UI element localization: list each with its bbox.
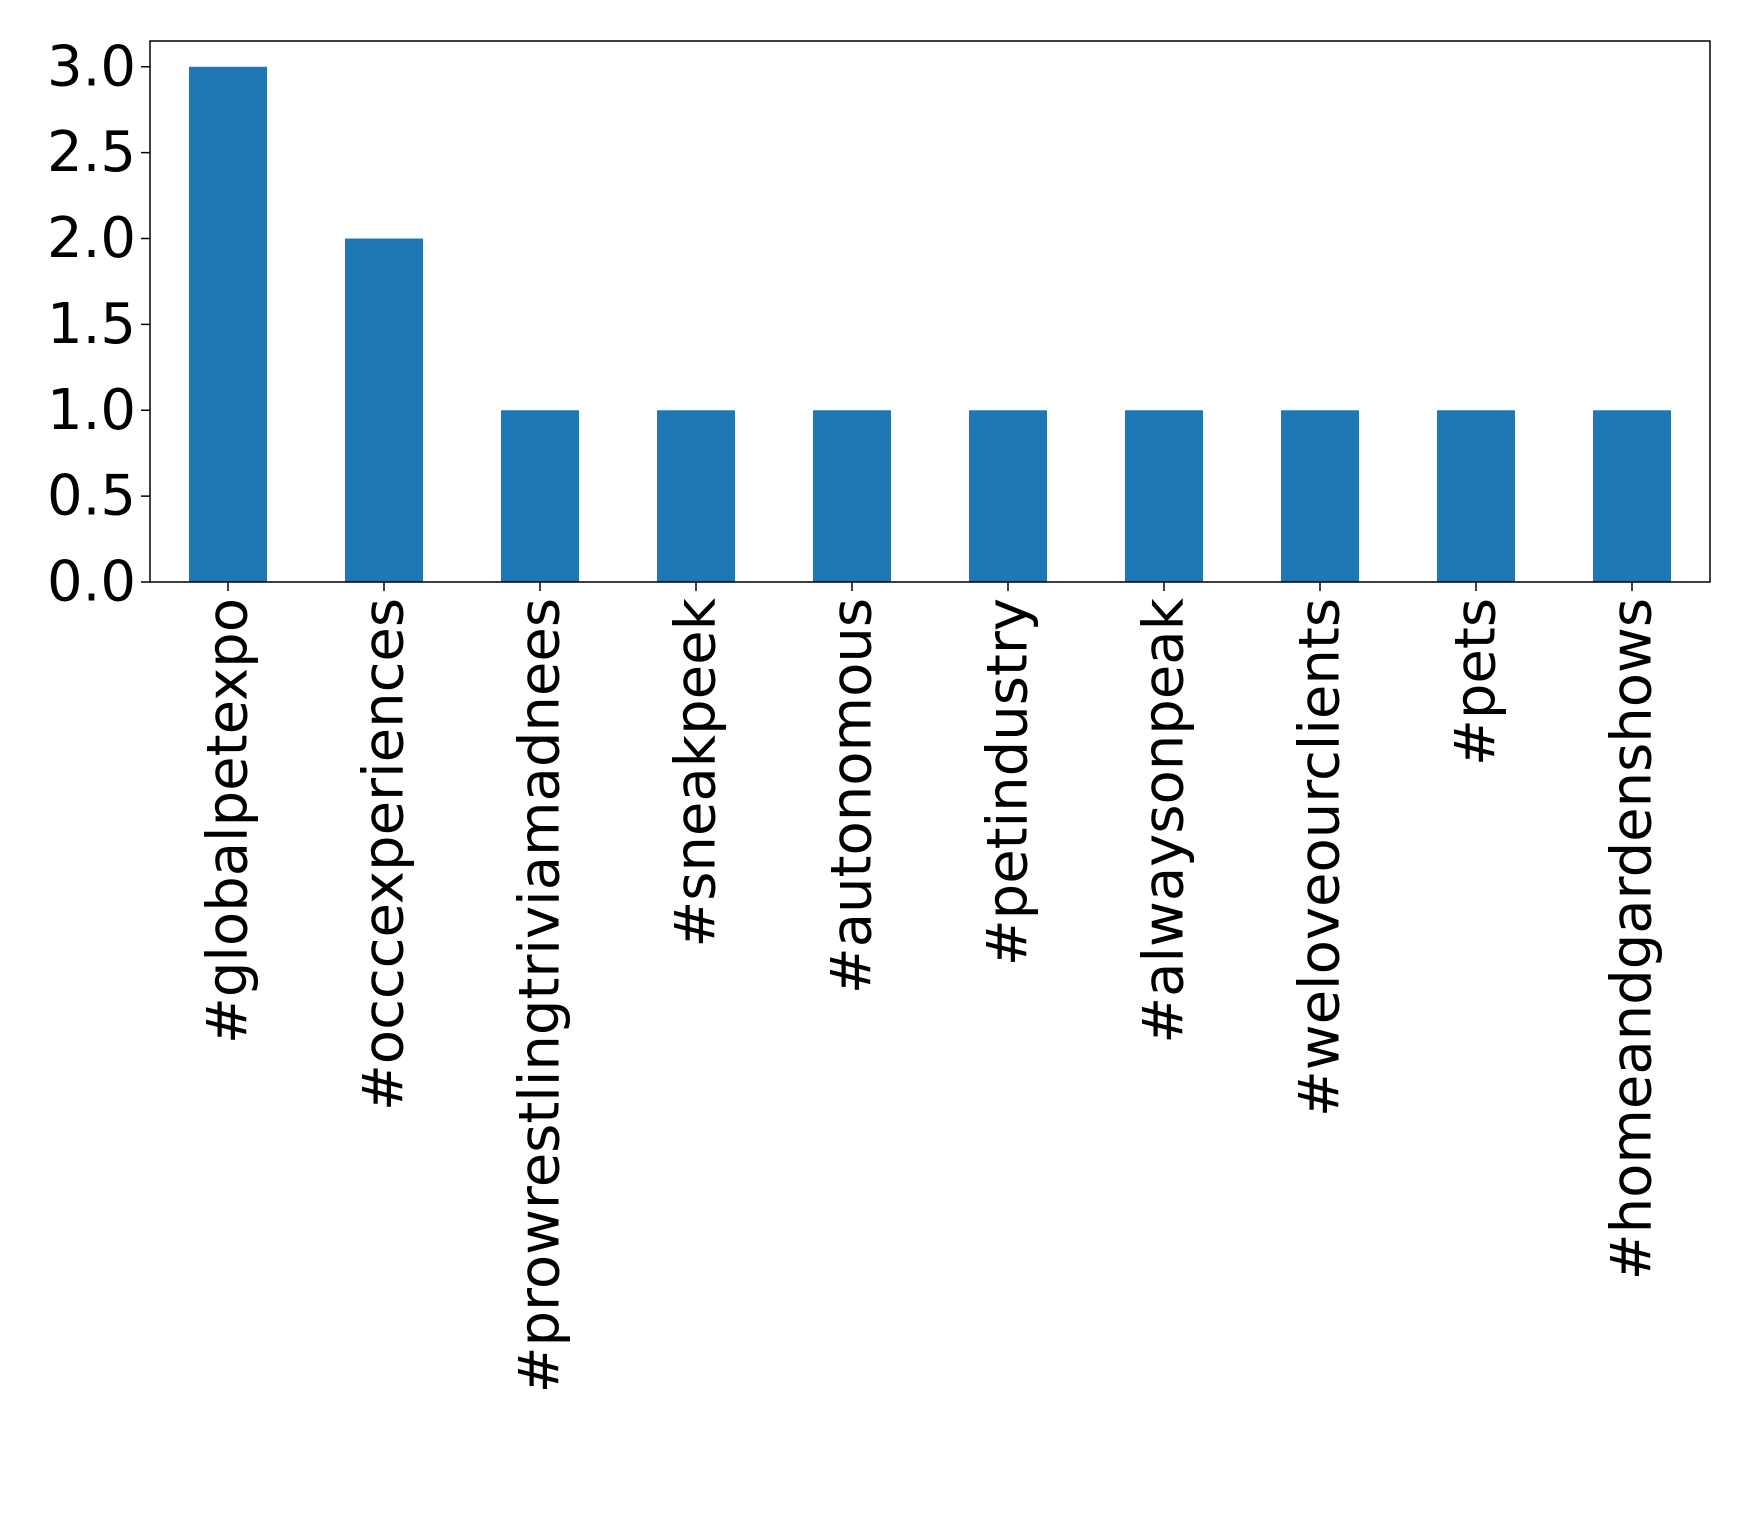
bar-1 [189,66,267,582]
xtick-label: #weloveourclients [1288,598,1353,1117]
ytick-label: 1.0 [47,378,136,443]
xtick-label: #occcexperiences [352,598,417,1111]
bar-7 [1125,410,1203,582]
xtick-label: #prowrestlingtriviamadnees [508,598,573,1393]
bar-9 [1437,410,1515,582]
ytick-label: 1.5 [47,292,136,357]
bar-4 [657,410,735,582]
ytick-label: 2.5 [47,120,136,185]
xtick-label: #homeandgardenshows [1600,598,1665,1280]
bars-layer [189,66,1671,582]
bar-3 [501,410,579,582]
bar-10 [1593,410,1671,582]
plot-frame [149,40,1711,583]
ytick-label: 0.0 [47,550,136,615]
xtick-label: #petindustry [976,598,1041,966]
ytick-label: 0.5 [47,464,136,529]
ytick-label: 2.0 [47,206,136,271]
xtick-label: #sneakpeek [664,597,729,947]
bar-8 [1281,410,1359,582]
y-axis: 0.0 0.5 1.0 1.5 2.0 2.5 3.0 [47,34,150,615]
xtick-label: #alwaysonpeak [1132,597,1197,1043]
bar-2 [345,238,423,582]
ytick-label: 3.0 [47,34,136,99]
bar-5 [813,410,891,582]
xtick-label: #globalpetexpo [196,598,261,1044]
x-axis: #globalpetexpo #occcexperiences #prowrestl… [196,582,1665,1393]
xtick-label: #pets [1444,598,1509,766]
xtick-label: #autonomous [820,598,885,994]
bar-6 [969,410,1047,582]
